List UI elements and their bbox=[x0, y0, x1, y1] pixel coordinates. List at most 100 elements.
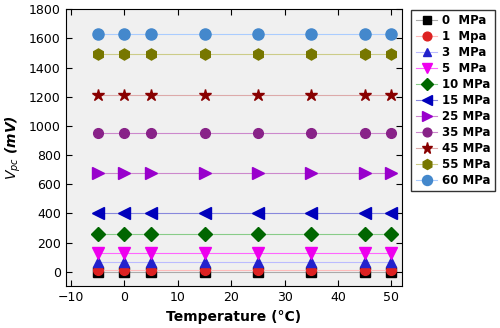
15 MPa bbox=[362, 212, 368, 215]
Line: 25 MPa: 25 MPa bbox=[92, 168, 397, 179]
35 MPa bbox=[388, 131, 394, 135]
Line: 1  Mpa: 1 Mpa bbox=[93, 265, 396, 275]
3  MPa bbox=[202, 260, 207, 264]
15 MPa bbox=[95, 212, 101, 215]
5  MPa bbox=[308, 251, 314, 255]
15 MPa bbox=[202, 212, 207, 215]
25 MPa bbox=[202, 171, 207, 175]
55 MPa bbox=[255, 52, 261, 56]
10 MPa bbox=[202, 232, 207, 236]
1  Mpa bbox=[95, 268, 101, 272]
10 MPa bbox=[255, 232, 261, 236]
55 MPa bbox=[308, 52, 314, 56]
1  Mpa bbox=[148, 268, 154, 272]
25 MPa bbox=[148, 171, 154, 175]
45 MPa bbox=[95, 92, 101, 96]
Line: 35 MPa: 35 MPa bbox=[93, 128, 396, 138]
3  MPa bbox=[388, 260, 394, 264]
0  MPa bbox=[122, 270, 128, 274]
Line: 45 MPa: 45 MPa bbox=[92, 88, 398, 101]
15 MPa bbox=[122, 212, 128, 215]
25 MPa bbox=[362, 171, 368, 175]
0  MPa bbox=[388, 270, 394, 274]
45 MPa bbox=[255, 92, 261, 96]
3  MPa bbox=[362, 260, 368, 264]
0  MPa bbox=[255, 270, 261, 274]
45 MPa bbox=[362, 92, 368, 96]
45 MPa bbox=[388, 92, 394, 96]
45 MPa bbox=[148, 92, 154, 96]
X-axis label: Temperature (°C): Temperature (°C) bbox=[166, 310, 302, 324]
60 MPa bbox=[255, 32, 261, 36]
Line: 60 MPa: 60 MPa bbox=[92, 29, 397, 40]
5  MPa bbox=[362, 251, 368, 255]
3  MPa bbox=[255, 260, 261, 264]
35 MPa bbox=[122, 131, 128, 135]
15 MPa bbox=[388, 212, 394, 215]
0  MPa bbox=[148, 270, 154, 274]
60 MPa bbox=[362, 32, 368, 36]
35 MPa bbox=[308, 131, 314, 135]
55 MPa bbox=[148, 52, 154, 56]
25 MPa bbox=[122, 171, 128, 175]
1  Mpa bbox=[122, 268, 128, 272]
3  MPa bbox=[122, 260, 128, 264]
25 MPa bbox=[388, 171, 394, 175]
10 MPa bbox=[122, 232, 128, 236]
0  MPa bbox=[95, 270, 101, 274]
15 MPa bbox=[308, 212, 314, 215]
10 MPa bbox=[388, 232, 394, 236]
Line: 55 MPa: 55 MPa bbox=[92, 48, 397, 59]
60 MPa bbox=[202, 32, 207, 36]
55 MPa bbox=[202, 52, 207, 56]
1  Mpa bbox=[308, 268, 314, 272]
5  MPa bbox=[148, 251, 154, 255]
55 MPa bbox=[95, 52, 101, 56]
10 MPa bbox=[362, 232, 368, 236]
5  MPa bbox=[202, 251, 207, 255]
0  MPa bbox=[202, 270, 207, 274]
5  MPa bbox=[255, 251, 261, 255]
60 MPa bbox=[122, 32, 128, 36]
35 MPa bbox=[362, 131, 368, 135]
55 MPa bbox=[362, 52, 368, 56]
1  Mpa bbox=[255, 268, 261, 272]
35 MPa bbox=[202, 131, 207, 135]
Line: 15 MPa: 15 MPa bbox=[92, 208, 397, 219]
45 MPa bbox=[122, 92, 128, 96]
3  MPa bbox=[95, 260, 101, 264]
5  MPa bbox=[388, 251, 394, 255]
5  MPa bbox=[122, 251, 128, 255]
25 MPa bbox=[308, 171, 314, 175]
35 MPa bbox=[95, 131, 101, 135]
Line: 3  MPa: 3 MPa bbox=[93, 257, 396, 267]
55 MPa bbox=[388, 52, 394, 56]
Y-axis label: $V_{pc}$ (mV): $V_{pc}$ (mV) bbox=[4, 115, 24, 180]
10 MPa bbox=[95, 232, 101, 236]
45 MPa bbox=[308, 92, 314, 96]
10 MPa bbox=[148, 232, 154, 236]
15 MPa bbox=[148, 212, 154, 215]
35 MPa bbox=[148, 131, 154, 135]
Legend: 0  MPa, 1  Mpa, 3  MPa, 5  MPa, 10 MPa, 15 MPa, 25 MPa, 35 MPa, 45 MPa, 55 MPa, : 0 MPa, 1 Mpa, 3 MPa, 5 MPa, 10 MPa, 15 M… bbox=[412, 10, 496, 192]
35 MPa bbox=[255, 131, 261, 135]
15 MPa bbox=[255, 212, 261, 215]
25 MPa bbox=[95, 171, 101, 175]
60 MPa bbox=[95, 32, 101, 36]
Line: 10 MPa: 10 MPa bbox=[93, 229, 396, 239]
1  Mpa bbox=[362, 268, 368, 272]
Line: 0  MPa: 0 MPa bbox=[93, 267, 396, 277]
3  MPa bbox=[148, 260, 154, 264]
10 MPa bbox=[308, 232, 314, 236]
0  MPa bbox=[362, 270, 368, 274]
5  MPa bbox=[95, 251, 101, 255]
60 MPa bbox=[388, 32, 394, 36]
55 MPa bbox=[122, 52, 128, 56]
45 MPa bbox=[202, 92, 207, 96]
60 MPa bbox=[148, 32, 154, 36]
Line: 5  MPa: 5 MPa bbox=[92, 247, 397, 258]
1  Mpa bbox=[202, 268, 207, 272]
3  MPa bbox=[308, 260, 314, 264]
25 MPa bbox=[255, 171, 261, 175]
0  MPa bbox=[308, 270, 314, 274]
